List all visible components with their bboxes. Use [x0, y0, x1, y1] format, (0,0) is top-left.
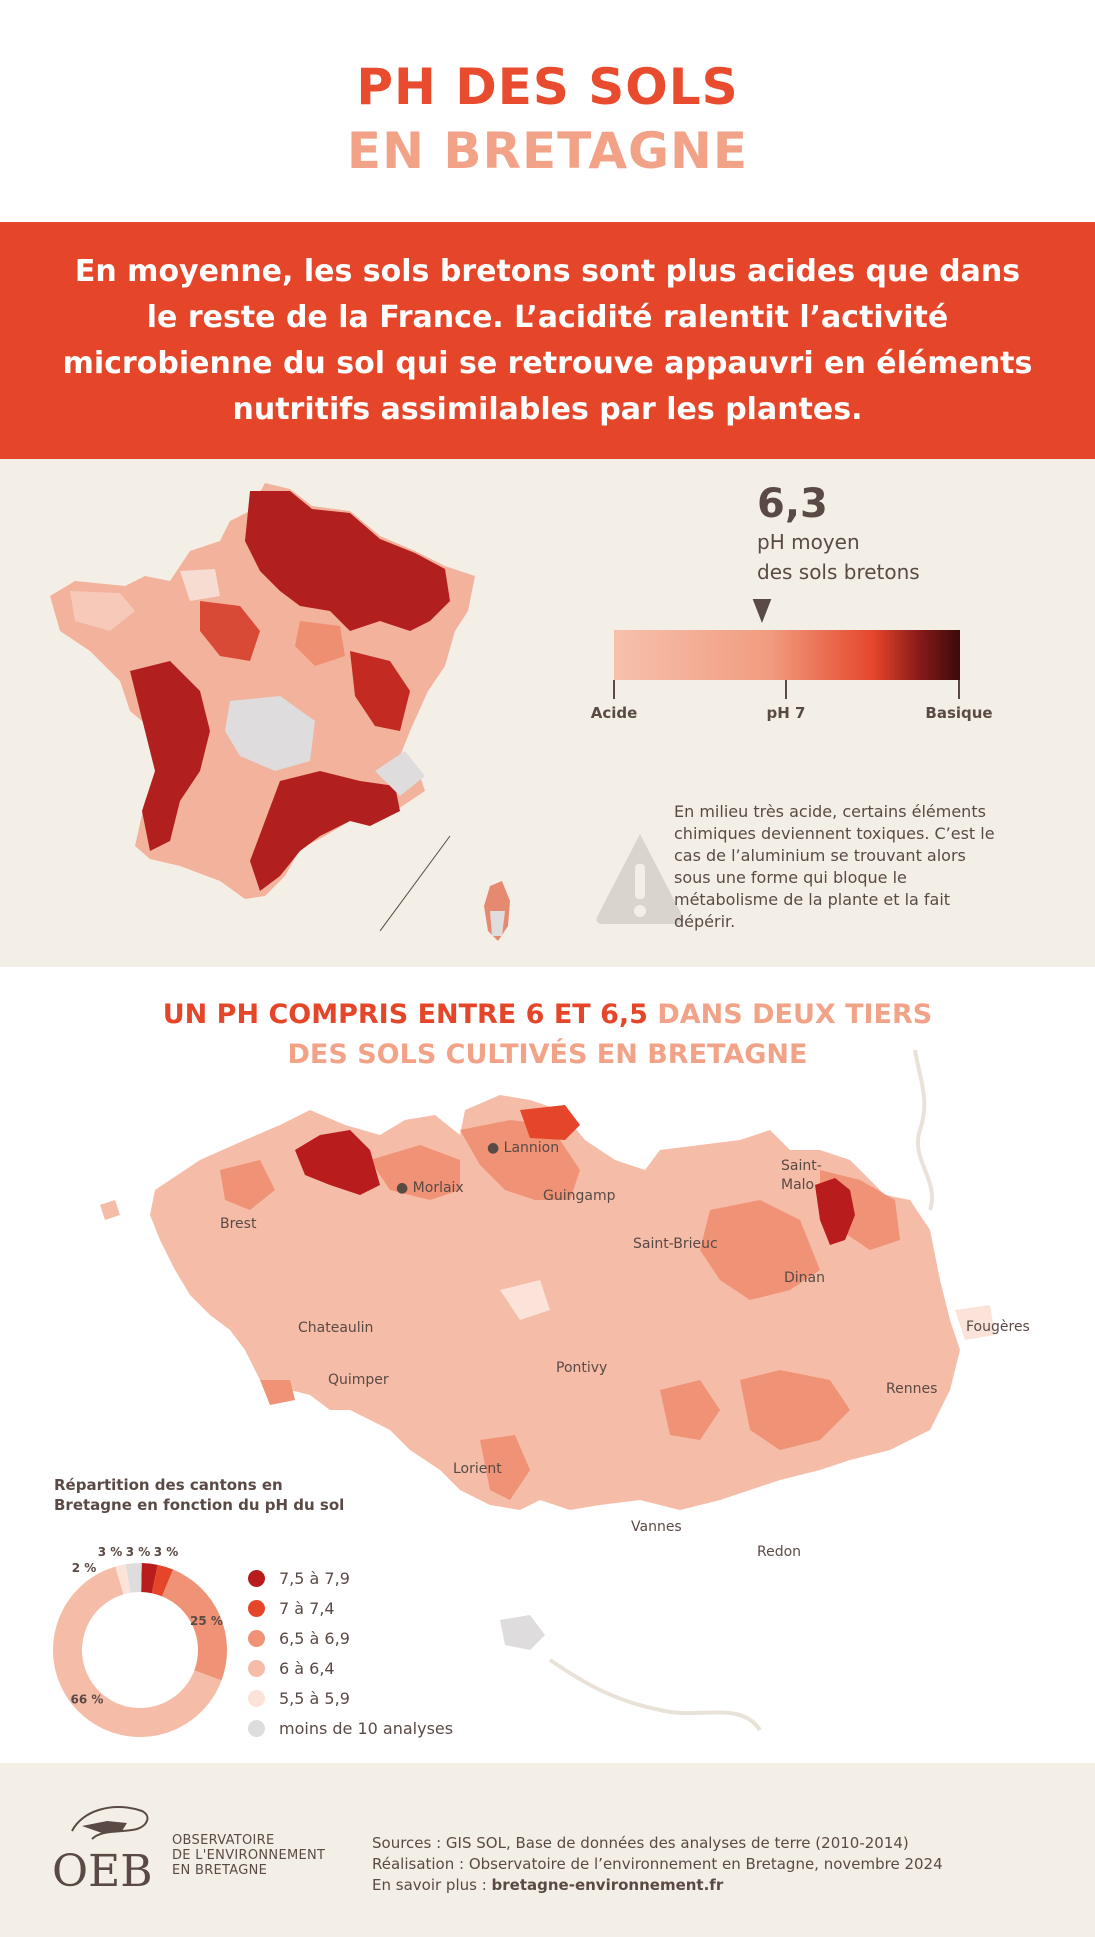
ph-marker-triangle — [752, 599, 772, 623]
more-link[interactable]: bretagne-environnement.fr — [491, 1876, 724, 1894]
donut-label-2: 25 % — [190, 1614, 223, 1628]
section-2-title-salmon-1: DANS DEUX TIERS — [647, 999, 933, 1030]
donut-label-0: 3 % — [126, 1545, 151, 1559]
more-line: En savoir plus : bretagne-environnement.… — [372, 1876, 724, 1894]
legend-swatch-5 — [248, 1719, 265, 1737]
donut-slice-4 — [115, 1564, 131, 1595]
legend-swatch-1 — [248, 1599, 265, 1617]
ph-label-line-2: des sols bretons — [757, 560, 920, 584]
city-lorient: Lorient — [453, 1461, 502, 1477]
tick-basique: Basique — [925, 704, 992, 722]
section-2-title-salmon-2: DES SOLS CULTIVÉS EN BRETAGNE — [287, 1039, 808, 1070]
intro-banner: En moyenne, les sols bretons sont plus a… — [0, 222, 1095, 459]
tick-acide: Acide — [591, 704, 638, 722]
city-brest: Brest — [220, 1216, 257, 1232]
france-ph-map — [50, 483, 510, 941]
oeb-logo-icon: OEB — [52, 1806, 153, 1897]
legend-label-2: 6,5 à 6,9 — [279, 1628, 350, 1648]
title-line-1: PH DES SOLS — [356, 58, 739, 116]
ph-mean-label: pH moyen des sols bretons — [757, 527, 957, 587]
city-redon: Redon — [757, 1544, 802, 1560]
city-guingamp: Guingamp — [543, 1188, 616, 1204]
city-rennes: Rennes — [886, 1381, 938, 1397]
france-section: 6,3 pH moyen des sols bretons Acide pH 7… — [0, 459, 1095, 967]
warning-icon — [596, 834, 684, 924]
legend-swatch-0 — [248, 1569, 265, 1587]
brittany-ph-map — [100, 1050, 995, 1732]
ph-gradient-scale: Acide pH 7 Basique — [591, 599, 993, 722]
donut-label-5: 3 % — [98, 1545, 123, 1559]
ph-label-line-1: pH moyen — [757, 530, 860, 554]
city-saint-brieuc: Saint-Brieuc — [633, 1236, 718, 1252]
donut-label-1: 3 % — [154, 1545, 179, 1559]
realisation-line: Réalisation : Observatoire de l’environn… — [372, 1855, 943, 1873]
city-lannion: ● Lannion — [487, 1140, 560, 1156]
donut-slice-3 — [52, 1566, 222, 1737]
sources-line: Sources : GIS SOL, Base de données des a… — [372, 1834, 909, 1852]
city-chateaulin: Chateaulin — [298, 1320, 374, 1336]
donut-label-4: 2 % — [72, 1561, 97, 1575]
sources-block: Sources : GIS SOL, Base de données des a… — [372, 1833, 943, 1896]
city-saint-malo-2: Malo — [781, 1177, 815, 1193]
city-saint-malo-1: Saint- — [781, 1158, 822, 1174]
section-2-title: UN PH COMPRIS ENTRE 6 ET 6,5 DANS DEUX T… — [0, 995, 1095, 1075]
section-2-title-red: UN PH COMPRIS ENTRE 6 ET 6,5 — [162, 999, 648, 1030]
ph-donut-chart: 3 % 3 %25 %66 %2 %3 % — [52, 1545, 227, 1737]
donut-title: Répartition des cantons en Bretagne en f… — [54, 1476, 345, 1514]
legend-item-5: moins de 10 analyses — [248, 1713, 453, 1743]
tick-ph7: pH 7 — [767, 704, 806, 722]
city-dinan: Dinan — [784, 1270, 825, 1286]
donut-legend: 7,5 à 7,9 7 à 7,4 6,5 à 6,9 6 à 6,4 5,5 à 5,… — [248, 1563, 453, 1743]
legend-item-2: 6,5 à 6,9 — [248, 1623, 453, 1653]
donut-label-3: 66 % — [70, 1692, 103, 1706]
legend-label-3: 6 à 6,4 — [279, 1658, 335, 1678]
title-line-2: EN BRETAGNE — [346, 122, 749, 180]
legend-label-0: 7,5 à 7,9 — [279, 1568, 350, 1588]
legend-swatch-2 — [248, 1629, 265, 1647]
donut-slice-5 — [125, 1563, 142, 1593]
warning-text: En milieu très acide, certains éléments … — [674, 802, 995, 931]
oeb-letters: OEB — [52, 1846, 153, 1897]
donut-slice-0 — [141, 1563, 158, 1594]
city-pontivy: Pontivy — [556, 1360, 608, 1376]
ph-mean-value: 6,3 — [757, 481, 828, 527]
donut-slice-2 — [162, 1569, 227, 1681]
ph-gradient-bar — [614, 630, 960, 680]
legend-swatch-3 — [248, 1659, 265, 1677]
donut-slice-1 — [151, 1564, 174, 1597]
legend-item-3: 6 à 6,4 — [248, 1653, 453, 1683]
page-title: PH DES SOLS EN BRETAGNE — [0, 55, 1095, 183]
legend-item-1: 7 à 7,4 — [248, 1593, 453, 1623]
city-morlaix: ● Morlaix — [396, 1180, 464, 1196]
legend-item-4: 5,5 à 5,9 — [248, 1683, 453, 1713]
city-fougeres: Fougères — [966, 1319, 1030, 1335]
banner-text: En moyenne, les sols bretons sont plus a… — [62, 253, 1033, 427]
footer: OEB OBSERVATOIRE DE L'ENVIRONNEMENT EN B… — [0, 1763, 1095, 1937]
city-vannes: Vannes — [631, 1519, 682, 1535]
legend-swatch-4 — [248, 1689, 265, 1707]
legend-label-5: moins de 10 analyses — [279, 1718, 454, 1738]
logo-text: OBSERVATOIRE DE L'ENVIRONNEMENT EN BRETA… — [172, 1833, 326, 1878]
legend-label-4: 5,5 à 5,9 — [279, 1688, 350, 1708]
legend-label-1: 7 à 7,4 — [279, 1598, 335, 1618]
legend-item-0: 7,5 à 7,9 — [248, 1563, 453, 1593]
city-quimper: Quimper — [328, 1372, 389, 1388]
